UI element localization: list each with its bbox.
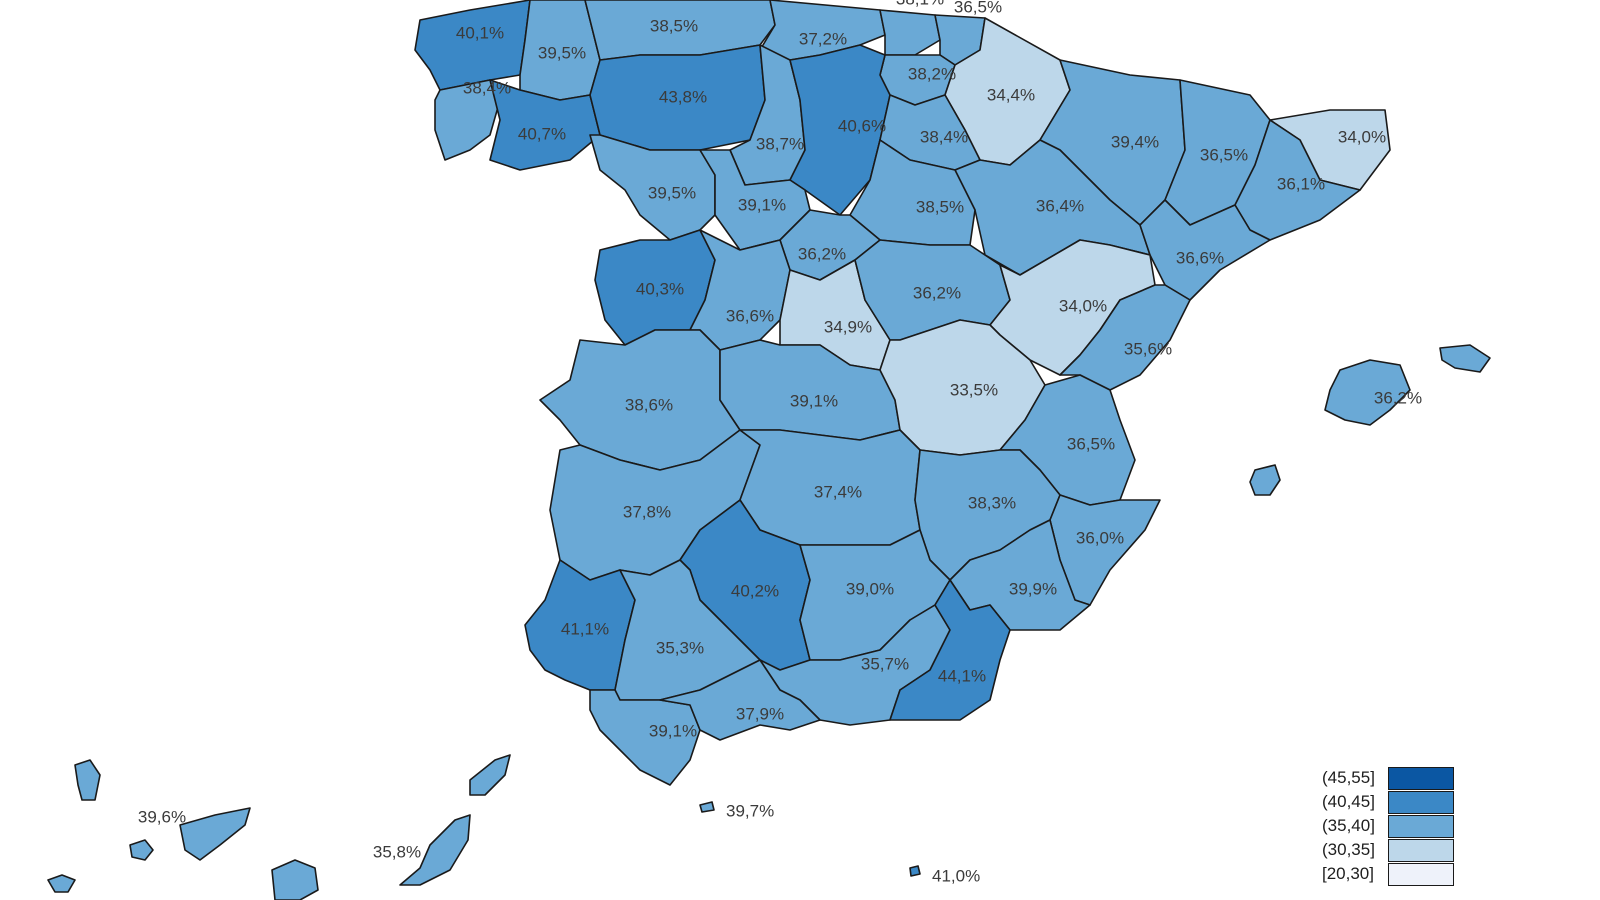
label-albacete: 38,3% xyxy=(968,493,1016,512)
legend-row: (45,55] xyxy=(1322,766,1454,790)
legend-swatch xyxy=(1388,814,1454,838)
label-avila: 36,6% xyxy=(726,306,774,325)
region-baleares-menorca xyxy=(1439,344,1491,373)
label-almeria: 44,1% xyxy=(938,666,986,685)
label-zaragoza: 36,4% xyxy=(1036,196,1084,215)
region-santa-cruz-de-tenerife xyxy=(179,807,251,861)
legend-row: (30,35] xyxy=(1322,838,1454,862)
label-valencia: 36,5% xyxy=(1067,434,1115,453)
label-la-rioja: 38,4% xyxy=(920,127,968,146)
region-baleares-ibiza xyxy=(1249,464,1281,496)
label-cuenca: 33,5% xyxy=(950,380,998,399)
region-ourense xyxy=(489,79,601,171)
label-melilla: 41,0% xyxy=(932,866,980,885)
label-salamanca: 40,3% xyxy=(636,279,684,298)
legend-label: [20,30] xyxy=(1322,864,1374,883)
label-toledo: 39,1% xyxy=(790,391,838,410)
label-barcelona: 36,1% xyxy=(1277,174,1325,193)
region-ceuta xyxy=(699,801,715,813)
label-asturias: 38,5% xyxy=(650,16,698,35)
label-malaga: 37,9% xyxy=(736,704,784,723)
label-caceres: 38,6% xyxy=(625,395,673,414)
region-cadiz xyxy=(589,689,701,786)
label-soria: 38,5% xyxy=(916,197,964,216)
legend-swatch xyxy=(1388,862,1454,886)
region-las-palmas-lanzarote xyxy=(469,754,511,796)
region-malaga xyxy=(659,659,821,741)
label-ceuta: 39,7% xyxy=(726,801,774,820)
label-jaen: 39,0% xyxy=(846,579,894,598)
label-granada: 35,7% xyxy=(861,654,909,673)
label-bizkaia: 38,1% xyxy=(896,0,944,8)
legend-label: (30,35] xyxy=(1322,840,1375,859)
region-tarragona xyxy=(1139,199,1271,301)
label-badajoz: 37,8% xyxy=(623,502,671,521)
label-palencia: 38,7% xyxy=(756,134,804,153)
label-cordoba: 40,2% xyxy=(731,581,779,600)
label-gipuzkoa: 36,5% xyxy=(954,0,1002,16)
label-pontevedra: 38,4% xyxy=(463,78,511,97)
label-lleida: 36,5% xyxy=(1200,145,1248,164)
label-burgos: 40,6% xyxy=(838,116,886,135)
label-sevilla: 35,3% xyxy=(656,638,704,657)
legend-swatch xyxy=(1388,838,1454,862)
region-almeria xyxy=(889,579,1011,721)
label-murcia: 39,9% xyxy=(1009,579,1057,598)
region-las-palmas-fuerteventura xyxy=(399,814,471,886)
label-cantabria: 37,2% xyxy=(799,29,847,48)
region-a-coruna xyxy=(414,0,531,91)
region-baleares xyxy=(1324,359,1411,426)
label-zamora: 39,5% xyxy=(648,183,696,202)
label-leon: 43,8% xyxy=(659,87,707,106)
label-huesca: 39,4% xyxy=(1111,132,1159,151)
legend-swatch xyxy=(1388,790,1454,814)
label-a-coruna: 40,1% xyxy=(456,23,504,42)
label-alicante: 36,0% xyxy=(1076,528,1124,547)
region-melilla xyxy=(909,865,921,877)
label-ciudad-real: 37,4% xyxy=(814,482,862,501)
label-segovia: 36,2% xyxy=(798,244,846,263)
label-valladolid: 39,1% xyxy=(738,195,786,214)
label-tarragona: 36,6% xyxy=(1176,248,1224,267)
label-girona: 34,0% xyxy=(1338,127,1386,146)
legend-row: [20,30] xyxy=(1322,862,1454,886)
label-santa-cruz-de-tenerife: 39,6% xyxy=(138,807,186,826)
legend-label: (40,45] xyxy=(1322,792,1375,811)
label-lugo: 39,5% xyxy=(538,43,586,62)
legend: (45,55] (40,45] (35,40] (30,35] [20,30] xyxy=(1322,766,1454,886)
region-bizkaia xyxy=(879,9,941,56)
legend-row: (40,45] xyxy=(1322,790,1454,814)
legend-swatch xyxy=(1388,766,1454,790)
region-zamora xyxy=(589,134,716,241)
region-las-palmas-gran-canaria xyxy=(271,859,319,900)
region-santa-cruz-de-tenerife-la-palma xyxy=(74,759,101,801)
label-madrid: 34,9% xyxy=(824,317,872,336)
label-huelva: 41,1% xyxy=(561,619,609,638)
label-navarra: 34,4% xyxy=(987,85,1035,104)
label-las-palmas: 35,8% xyxy=(373,842,421,861)
label-alava: 38,2% xyxy=(908,64,956,83)
legend-label: (45,55] xyxy=(1322,768,1375,787)
label-ourense: 40,7% xyxy=(518,124,566,143)
label-guadalajara: 36,2% xyxy=(913,283,961,302)
legend-label: (35,40] xyxy=(1322,816,1375,835)
label-cadiz: 39,1% xyxy=(649,721,697,740)
region-santa-cruz-de-tenerife-el-hierro xyxy=(47,874,76,893)
legend-row: (35,40] xyxy=(1322,814,1454,838)
label-baleares: 36,2% xyxy=(1374,388,1422,407)
label-castellon: 35,6% xyxy=(1124,339,1172,358)
label-teruel: 34,0% xyxy=(1059,296,1107,315)
region-castellon xyxy=(1059,284,1191,391)
region-santa-cruz-de-tenerife-la-gomera xyxy=(129,839,154,861)
